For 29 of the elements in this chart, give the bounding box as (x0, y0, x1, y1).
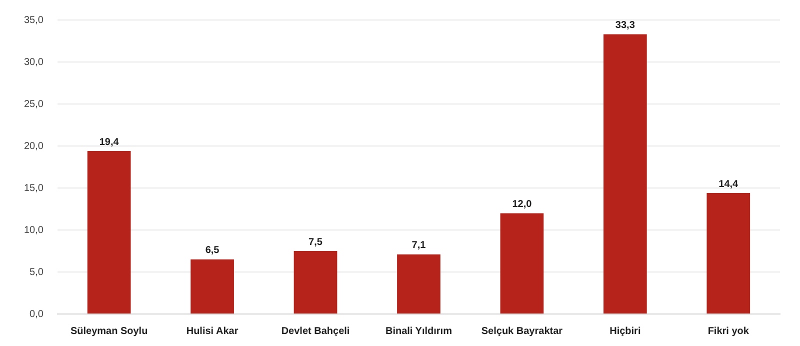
data-label: 14,4 (718, 178, 739, 190)
y-tick-label: 10,0 (24, 224, 44, 236)
bar (294, 251, 338, 314)
y-tick-label: 5,0 (30, 266, 44, 278)
data-label: 33,3 (615, 20, 636, 32)
bar (603, 34, 647, 314)
data-label: 7,5 (308, 236, 323, 248)
bar (500, 213, 544, 314)
y-tick-label: 0,0 (30, 308, 44, 320)
y-tick-label: 15,0 (24, 182, 44, 194)
data-label: 7,1 (412, 240, 426, 252)
y-tick-label: 20,0 (24, 140, 44, 152)
x-tick-label: Selçuk Bayraktar (481, 326, 563, 337)
data-label: 6,5 (205, 245, 220, 256)
y-tick-label: 30,0 (24, 56, 44, 68)
bar (190, 259, 234, 314)
bar (397, 254, 440, 314)
x-tick-label: Süleyman Soylu (70, 326, 148, 337)
bar (87, 151, 131, 314)
data-label: 12,0 (512, 198, 532, 210)
x-tick-label: Devlet Bahçeli (281, 326, 350, 337)
x-tick-label: Hulisi Akar (186, 326, 238, 337)
x-tick-label: Binali Yıldırım (385, 326, 452, 337)
x-tick-label: Hiçbiri (610, 326, 641, 337)
data-label: 19,4 (99, 136, 120, 148)
bar (706, 193, 750, 314)
y-tick-label: 35,0 (24, 14, 44, 26)
x-tick-label: Fikri yok (708, 326, 750, 337)
y-tick-label: 25,0 (24, 98, 44, 110)
